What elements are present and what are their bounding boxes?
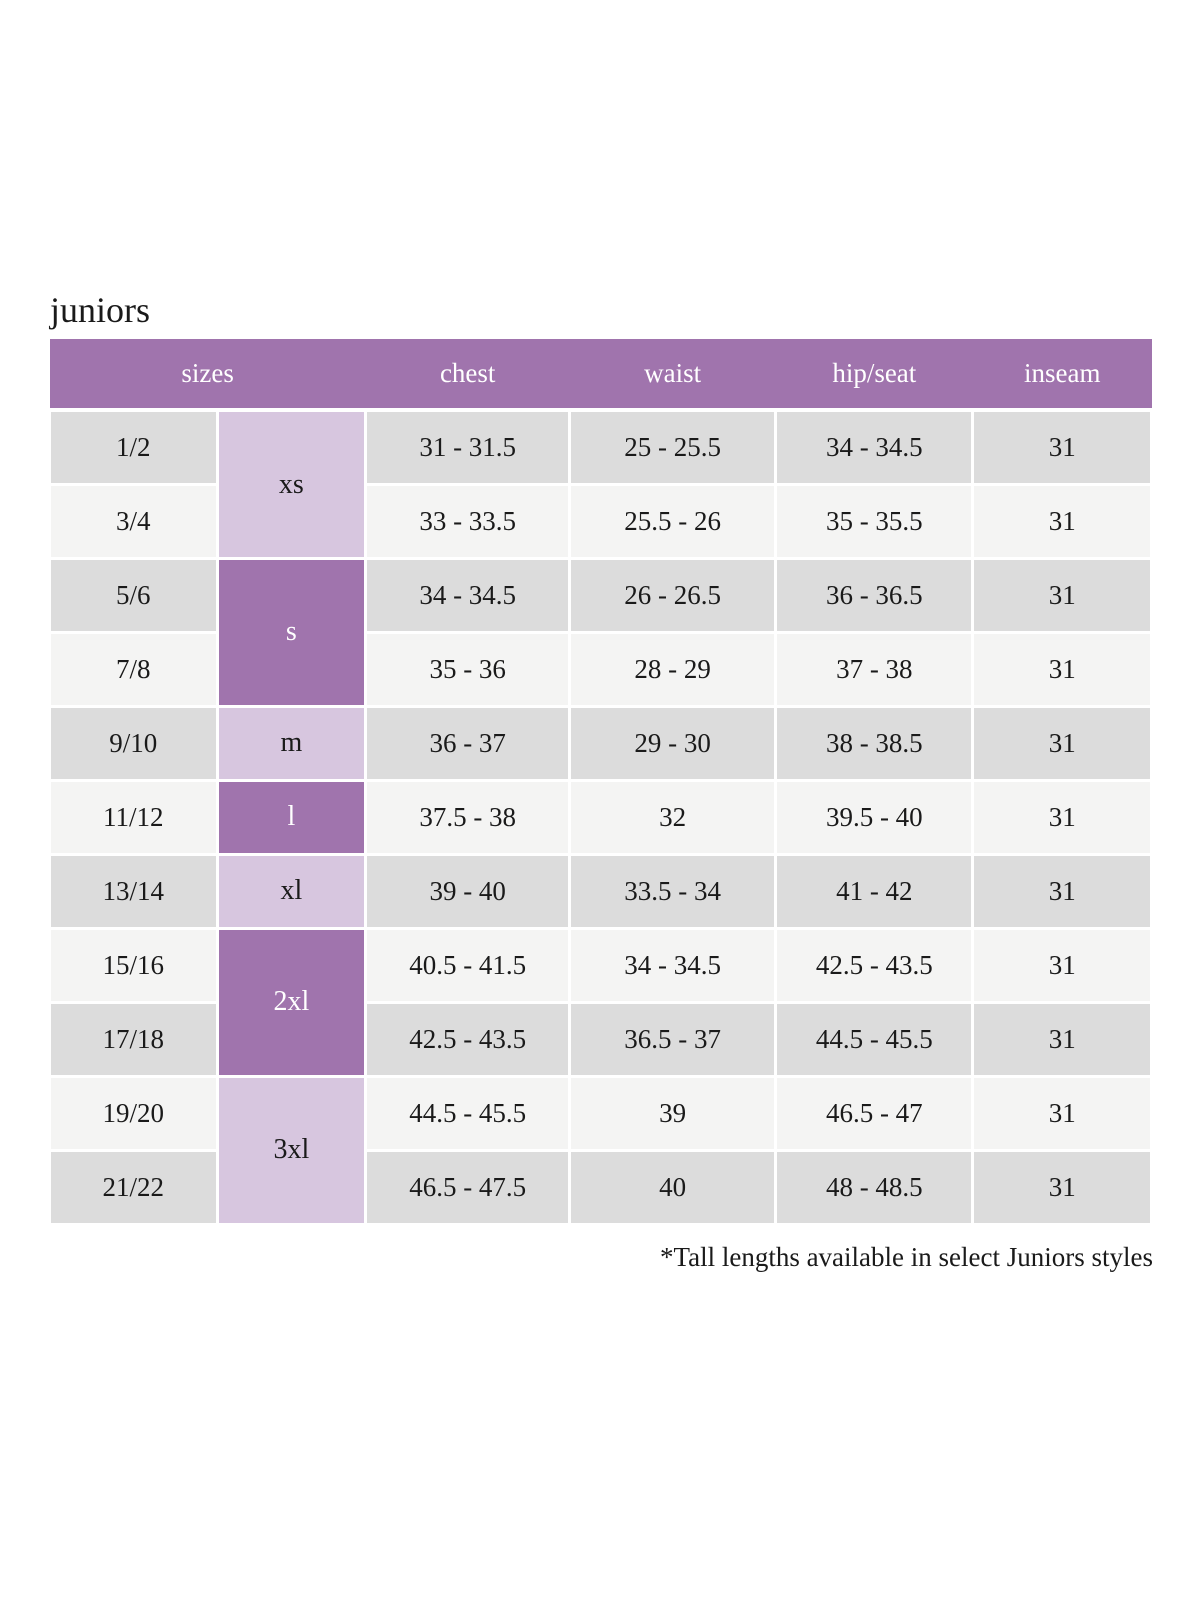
chest-cell: 33 - 33.5	[364, 482, 572, 560]
hip-seat-cell: 44.5 - 45.5	[774, 1000, 975, 1078]
waist-cell: 26 - 26.5	[568, 556, 778, 634]
size-cell: 13/14	[48, 852, 219, 930]
table-row: 21/22 46.5 - 47.5 40 48 - 48.5 31	[48, 1148, 1153, 1226]
size-cell: 15/16	[48, 926, 219, 1004]
hip-seat-cell: 39.5 - 40	[774, 778, 975, 856]
waist-cell: 28 - 29	[568, 630, 778, 708]
table-row: 17/18 42.5 - 43.5 36.5 - 37 44.5 - 45.5 …	[48, 1000, 1153, 1078]
table-row: 7/8 35 - 36 28 - 29 37 - 38 31	[48, 630, 1153, 708]
chest-cell: 42.5 - 43.5	[364, 1000, 572, 1078]
letter-size-cell-m: m	[215, 704, 368, 782]
letter-size-cell-l: l	[215, 778, 368, 856]
chest-cell: 31 - 31.5	[364, 408, 572, 486]
hip-seat-cell: 37 - 38	[774, 630, 975, 708]
size-cell: 1/2	[48, 408, 219, 486]
column-header-sizes: sizes	[49, 339, 366, 413]
letter-size-cell-2xl: 2xl	[215, 926, 368, 1078]
hip-seat-cell: 48 - 48.5	[774, 1148, 975, 1226]
inseam-cell: 31	[971, 630, 1153, 708]
letter-size-cell-xs: xs	[215, 408, 368, 560]
waist-cell: 25.5 - 26	[568, 482, 778, 560]
table-row: 5/6 s 34 - 34.5 26 - 26.5 36 - 36.5 31	[48, 556, 1153, 708]
hip-seat-cell: 34 - 34.5	[774, 408, 975, 486]
hip-seat-cell: 46.5 - 47	[774, 1074, 975, 1152]
table-row: 9/10 m 36 - 37 29 - 30 38 - 38.5 31	[48, 704, 1153, 782]
size-cell: 7/8	[48, 630, 219, 708]
column-header-chest: chest	[365, 339, 570, 413]
inseam-cell: 31	[971, 1148, 1153, 1226]
hip-seat-cell: 41 - 42	[774, 852, 975, 930]
inseam-cell: 31	[971, 852, 1153, 930]
inseam-cell: 31	[971, 482, 1153, 560]
table-header-row: sizes chest waist hip/seat inseam	[49, 339, 1152, 413]
hip-seat-cell: 38 - 38.5	[774, 704, 975, 782]
size-cell: 19/20	[48, 1074, 219, 1152]
chest-cell: 40.5 - 41.5	[364, 926, 572, 1004]
table-row: 19/20 3xl 44.5 - 45.5 39 46.5 - 47 31	[48, 1074, 1153, 1226]
page-title: juniors	[50, 290, 151, 330]
letter-size-cell-3xl: 3xl	[215, 1074, 368, 1226]
size-cell: 9/10	[48, 704, 219, 782]
size-cell: 11/12	[48, 778, 219, 856]
tall-lengths-footnote: *Tall lengths available in select Junior…	[659, 1241, 1153, 1272]
hip-seat-cell: 35 - 35.5	[774, 482, 975, 560]
chest-cell: 46.5 - 47.5	[364, 1148, 572, 1226]
waist-cell: 39	[568, 1074, 778, 1152]
column-header-hip-seat: hip/seat	[775, 339, 973, 413]
waist-cell: 29 - 30	[568, 704, 778, 782]
chest-cell: 35 - 36	[364, 630, 572, 708]
chest-cell: 34 - 34.5	[364, 556, 572, 634]
chest-cell: 44.5 - 45.5	[364, 1074, 572, 1152]
column-header-waist: waist	[569, 339, 776, 413]
size-cell: 3/4	[48, 482, 219, 560]
waist-cell: 40	[568, 1148, 778, 1226]
table-row: 15/16 2xl 40.5 - 41.5 34 - 34.5 42.5 - 4…	[48, 926, 1153, 1078]
juniors-size-chart-table: sizes chest waist hip/seat inseam 1/2 xs…	[48, 339, 1153, 1226]
waist-cell: 33.5 - 34	[568, 852, 778, 930]
chest-cell: 36 - 37	[364, 704, 572, 782]
inseam-cell: 31	[971, 408, 1153, 486]
table-row: 3/4 33 - 33.5 25.5 - 26 35 - 35.5 31	[48, 482, 1153, 560]
waist-cell: 36.5 - 37	[568, 1000, 778, 1078]
inseam-cell: 31	[971, 704, 1153, 782]
waist-cell: 25 - 25.5	[568, 408, 778, 486]
size-cell: 5/6	[48, 556, 219, 634]
inseam-cell: 31	[971, 778, 1153, 856]
size-cell: 17/18	[48, 1000, 219, 1078]
table-row: 11/12 l 37.5 - 38 32 39.5 - 40 31	[48, 778, 1153, 856]
inseam-cell: 31	[971, 556, 1153, 634]
column-header-inseam: inseam	[972, 339, 1152, 413]
table-row: 1/2 xs 31 - 31.5 25 - 25.5 34 - 34.5 31	[48, 408, 1153, 560]
hip-seat-cell: 36 - 36.5	[774, 556, 975, 634]
inseam-cell: 31	[971, 1074, 1153, 1152]
inseam-cell: 31	[971, 1000, 1153, 1078]
waist-cell: 34 - 34.5	[568, 926, 778, 1004]
chest-cell: 37.5 - 38	[364, 778, 572, 856]
inseam-cell: 31	[971, 926, 1153, 1004]
table-row: 13/14 xl 39 - 40 33.5 - 34 41 - 42 31	[48, 852, 1153, 930]
hip-seat-cell: 42.5 - 43.5	[774, 926, 975, 1004]
letter-size-cell-s: s	[215, 556, 368, 708]
letter-size-cell-xl: xl	[215, 852, 368, 930]
size-cell: 21/22	[48, 1148, 219, 1226]
juniors-size-chart-section: juniors sizes chest waist hip/seat insea…	[48, 290, 1153, 1273]
chest-cell: 39 - 40	[364, 852, 572, 930]
waist-cell: 32	[568, 778, 778, 856]
